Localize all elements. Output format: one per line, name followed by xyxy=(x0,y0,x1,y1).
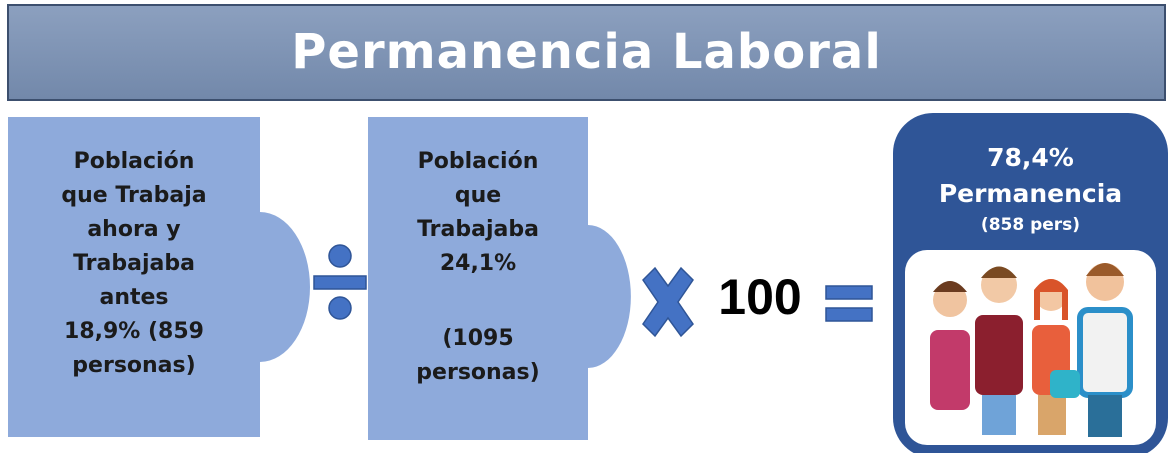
title: Permanencia Laboral xyxy=(291,24,882,80)
text-line: que xyxy=(454,183,502,208)
text-line: Trabajaba xyxy=(73,251,195,276)
equals-sign xyxy=(825,285,873,322)
result-count: (858 pers) xyxy=(980,215,1081,235)
text-line: personas) xyxy=(72,353,196,378)
title-banner xyxy=(7,4,1166,101)
denominator-note: (1095 personas) xyxy=(368,322,588,390)
text-line: 18,9% (859 xyxy=(64,319,204,344)
numerator-text: Población que Trabaja ahora y Trabajaba ante… xyxy=(8,145,260,383)
denominator-text: Población que Trabajaba 24,1% xyxy=(368,145,588,281)
text-line: personas) xyxy=(416,360,540,385)
result-percent: 78,4% xyxy=(987,143,1074,172)
denominator-box xyxy=(368,117,631,440)
text-line: que Trabaja xyxy=(61,183,207,208)
result-text: 78,4% Permanencia (858 pers) xyxy=(893,140,1168,238)
text-line: Población xyxy=(417,149,539,174)
text-line: Trabajaba xyxy=(417,217,539,242)
divide-sign xyxy=(313,244,367,320)
multiply-sign xyxy=(642,266,694,338)
text-line: ahora y xyxy=(87,217,181,242)
text-line: Población xyxy=(73,149,195,174)
numerator-box xyxy=(8,117,310,437)
people-illustration xyxy=(930,263,1133,437)
text-line: antes xyxy=(99,285,169,310)
text-line: 24,1% xyxy=(439,251,517,276)
multiplier: 100 xyxy=(718,269,802,325)
result-label: Permanencia xyxy=(938,179,1123,208)
text-line: (1095 xyxy=(442,326,514,351)
